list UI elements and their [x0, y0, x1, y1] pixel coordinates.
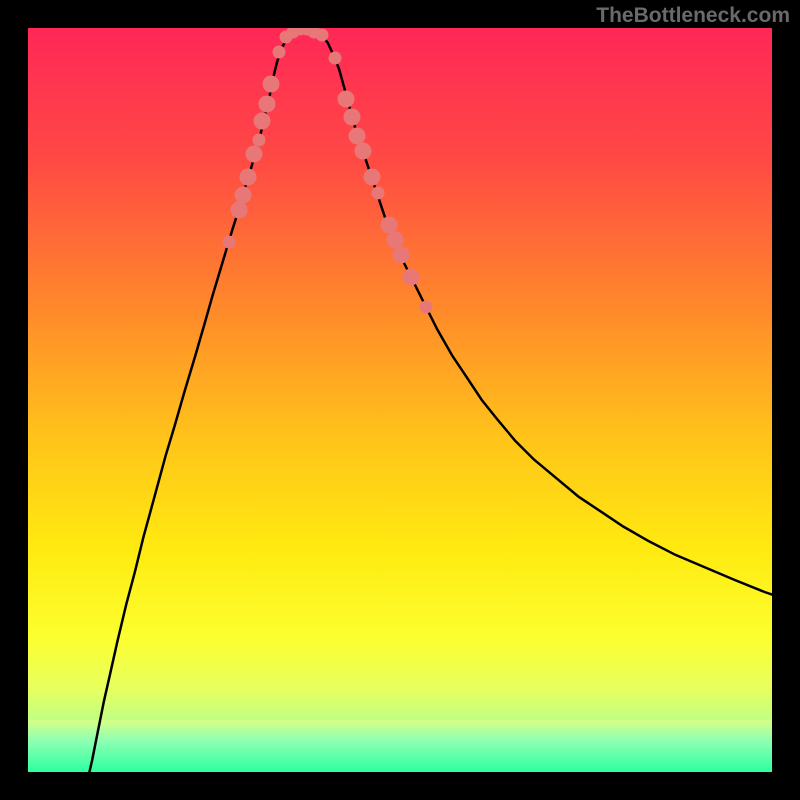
data-point	[363, 168, 380, 185]
data-point	[354, 142, 371, 159]
data-point	[254, 113, 271, 130]
data-point	[343, 109, 360, 126]
curve-svg	[28, 28, 772, 772]
data-point	[252, 133, 265, 146]
plot-area	[28, 28, 772, 772]
data-point	[246, 146, 263, 163]
data-point	[393, 246, 410, 263]
data-point	[315, 29, 328, 42]
data-point	[403, 269, 420, 286]
data-point	[235, 187, 252, 204]
data-point	[222, 235, 235, 248]
data-point	[328, 51, 341, 64]
data-point	[272, 45, 285, 58]
data-point	[262, 75, 279, 92]
data-point	[371, 187, 384, 200]
data-point	[420, 301, 433, 314]
watermark-text: TheBottleneck.com	[596, 4, 790, 28]
data-point	[338, 90, 355, 107]
bottleneck-curve	[86, 29, 772, 772]
data-point	[258, 95, 275, 112]
data-point	[230, 202, 247, 219]
data-point	[240, 168, 257, 185]
